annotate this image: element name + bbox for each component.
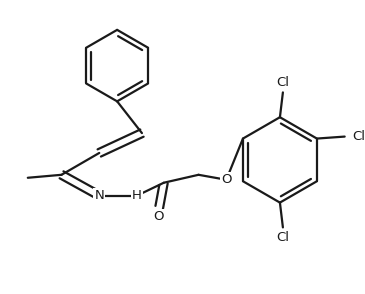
Text: Cl: Cl xyxy=(276,231,289,244)
Text: Cl: Cl xyxy=(352,130,365,143)
Text: H: H xyxy=(132,189,142,202)
Text: O: O xyxy=(154,210,164,223)
Text: N: N xyxy=(95,189,104,202)
Text: Cl: Cl xyxy=(276,76,289,89)
Text: O: O xyxy=(221,173,231,186)
